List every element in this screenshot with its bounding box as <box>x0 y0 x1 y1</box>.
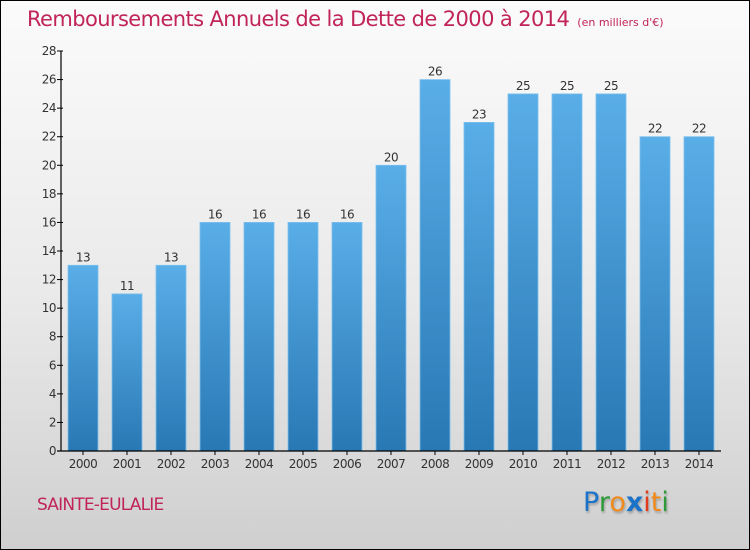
bar-2005[interactable] <box>287 221 319 452</box>
data-label-2009: 23 <box>472 107 486 121</box>
chart-subtitle: (en milliers d'€) <box>577 16 664 29</box>
logo-letter: o <box>609 487 626 518</box>
bar-2009[interactable] <box>463 122 495 452</box>
data-label-2001: 11 <box>120 279 134 293</box>
x-tick-label-2002: 2002 <box>157 457 186 471</box>
y-tick-label-22: 22 <box>42 130 56 144</box>
bar-2002[interactable] <box>155 264 187 452</box>
x-tick-label-2012: 2012 <box>597 457 626 471</box>
x-tick-label-2003: 2003 <box>201 457 230 471</box>
logo-letter: x <box>625 487 644 518</box>
data-label-2008: 26 <box>428 65 442 79</box>
y-tick-label-4: 4 <box>49 387 56 401</box>
x-tick-label-2006: 2006 <box>333 457 362 471</box>
data-label-2002: 13 <box>164 250 178 264</box>
data-label-2003: 16 <box>208 207 222 221</box>
y-tick-label-8: 8 <box>49 330 56 344</box>
y-tick-label-18: 18 <box>42 187 56 201</box>
y-tick-label-6: 6 <box>49 358 56 372</box>
chart-title: Remboursements Annuels de la Dette de 20… <box>27 7 664 31</box>
x-tick-label-2009: 2009 <box>465 457 494 471</box>
data-label-2010: 25 <box>516 79 530 93</box>
x-tick-label-2001: 2001 <box>113 457 142 471</box>
data-label-2011: 25 <box>560 79 574 93</box>
data-label-2000: 13 <box>76 250 90 264</box>
chart-title-text: Remboursements Annuels de la Dette de 20… <box>27 7 570 31</box>
bar-2008[interactable] <box>419 79 451 452</box>
axes-group: 2000 2001 2002 2003 2004 2005 2006 2007 2008 2009… <box>42 44 721 471</box>
data-label-2014: 22 <box>692 122 706 136</box>
y-tick-label-0: 0 <box>49 444 56 458</box>
bar-2013[interactable] <box>639 136 671 452</box>
bar-2003[interactable] <box>199 221 231 452</box>
bar-2012[interactable] <box>595 93 627 452</box>
logo-letter: i <box>643 487 651 518</box>
x-tick-label-2014: 2014 <box>685 457 714 471</box>
bar-2010[interactable] <box>507 93 539 452</box>
data-label-2005: 16 <box>296 207 310 221</box>
commune-name: SAINTE-EULALIE <box>37 495 164 515</box>
x-tick-label-2011: 2011 <box>553 457 582 471</box>
bar-2000[interactable] <box>67 264 99 452</box>
logo-letter: P <box>583 487 599 518</box>
x-tick-label-2013: 2013 <box>641 457 670 471</box>
logo-letter: t <box>650 487 662 518</box>
bar-2001[interactable] <box>111 293 143 452</box>
bar-2004[interactable] <box>243 221 275 452</box>
y-tick-label-14: 14 <box>42 244 56 258</box>
logo-letter: i <box>661 487 669 518</box>
y-tick-label-20: 20 <box>42 158 56 172</box>
y-tick-label-12: 12 <box>42 273 56 287</box>
bar-2014[interactable] <box>683 136 715 452</box>
data-label-2012: 25 <box>604 79 618 93</box>
data-label-2007: 20 <box>384 150 398 164</box>
data-label-2004: 16 <box>252 207 266 221</box>
y-tick-label-28: 28 <box>42 44 56 58</box>
bar-2011[interactable] <box>551 93 583 452</box>
x-tick-label-2005: 2005 <box>289 457 318 471</box>
x-tick-label-2000: 2000 <box>69 457 98 471</box>
data-label-2013: 22 <box>648 122 662 136</box>
proxiti-logo[interactable]: Proxiti <box>583 487 669 518</box>
x-tick-label-2004: 2004 <box>245 457 274 471</box>
x-tick-label-2010: 2010 <box>509 457 538 471</box>
logo-letter: r <box>598 487 610 518</box>
bars-group: 13 11 13 16 16 16 16 20 26 23 25 25 25 22 22 <box>67 65 715 452</box>
bar-2006[interactable] <box>331 221 363 452</box>
bar-2007[interactable] <box>375 164 407 452</box>
y-tick-label-10: 10 <box>42 301 56 315</box>
data-label-2006: 16 <box>340 207 354 221</box>
y-tick-label-24: 24 <box>42 101 56 115</box>
y-tick-label-16: 16 <box>42 215 56 229</box>
y-tick-label-2: 2 <box>49 415 56 429</box>
x-tick-label-2008: 2008 <box>421 457 450 471</box>
x-tick-label-2007: 2007 <box>377 457 406 471</box>
y-tick-label-26: 26 <box>42 73 56 87</box>
